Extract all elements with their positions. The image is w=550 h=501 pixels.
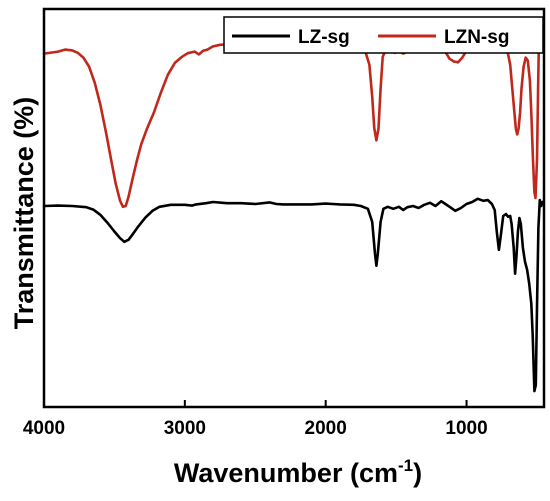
x-axis-title: Wavenumber (cm-1) <box>174 456 422 488</box>
x-tick-label-4000: 4000 <box>23 418 65 439</box>
legend-label-lz-sg: LZ-sg <box>298 27 350 48</box>
series-layer <box>42 30 544 393</box>
x-axis-title-main: Wavenumber (cm <box>174 458 398 488</box>
axes-layer <box>42 7 546 409</box>
x-tick-label-1000: 1000 <box>445 418 487 439</box>
y-axis-title: Transmittance (%) <box>9 97 39 330</box>
legend-label-lzn-sg: LZN-sg <box>444 27 509 48</box>
ticks-layer: 4000 3000 2000 1000 <box>23 400 488 439</box>
x-tick-label-3000: 3000 <box>164 418 206 439</box>
plot-frame <box>42 7 546 409</box>
series-line-lz-sg <box>42 197 544 393</box>
x-tick-label-2000: 2000 <box>305 418 347 439</box>
x-axis-title-superscript: -1 <box>398 456 413 475</box>
series-line-lzn-sg <box>42 30 544 209</box>
x-axis-title-close: ) <box>413 458 422 488</box>
legend: LZ-sg LZN-sg <box>223 16 544 54</box>
